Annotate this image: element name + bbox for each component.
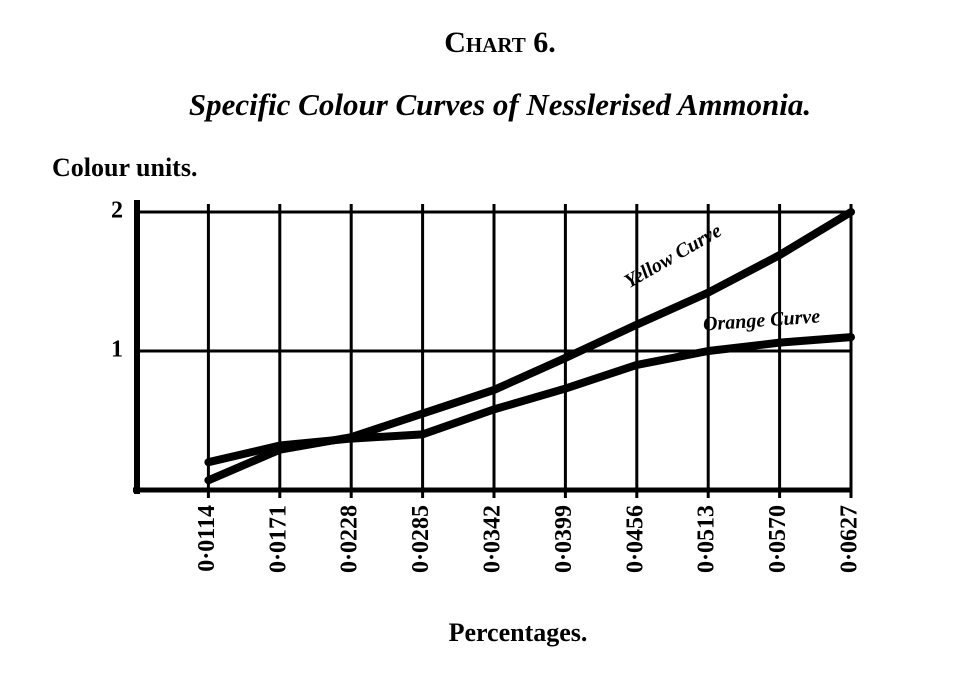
x-tick-label: 0·0285 — [408, 505, 434, 573]
x-tick-label: 0·0627 — [837, 505, 863, 573]
y-tick-label: 1 — [111, 337, 123, 363]
x-tick-label: 0·0513 — [694, 505, 720, 573]
x-tick-label: 0·0342 — [480, 505, 506, 573]
series-line — [204, 333, 855, 467]
x-tick-label: 0·0456 — [622, 505, 648, 573]
series-label: Orange Curve — [702, 305, 821, 335]
x-tick-label: 0·0171 — [265, 505, 291, 573]
x-tick-label: 0·0399 — [551, 505, 577, 573]
y-axis-label: Colour units. — [52, 153, 197, 182]
x-axis-label: Percentages. — [449, 618, 588, 647]
y-tick-label: 2 — [111, 198, 123, 224]
chart-title: Chart 6. — [444, 26, 556, 59]
x-tick-label: 0·0570 — [765, 505, 791, 573]
x-tick-label: 0·0114 — [194, 505, 220, 572]
chart-subtitle: Specific Colour Curves of Nesslerised Am… — [189, 87, 811, 122]
x-tick-label: 0·0228 — [337, 505, 363, 573]
